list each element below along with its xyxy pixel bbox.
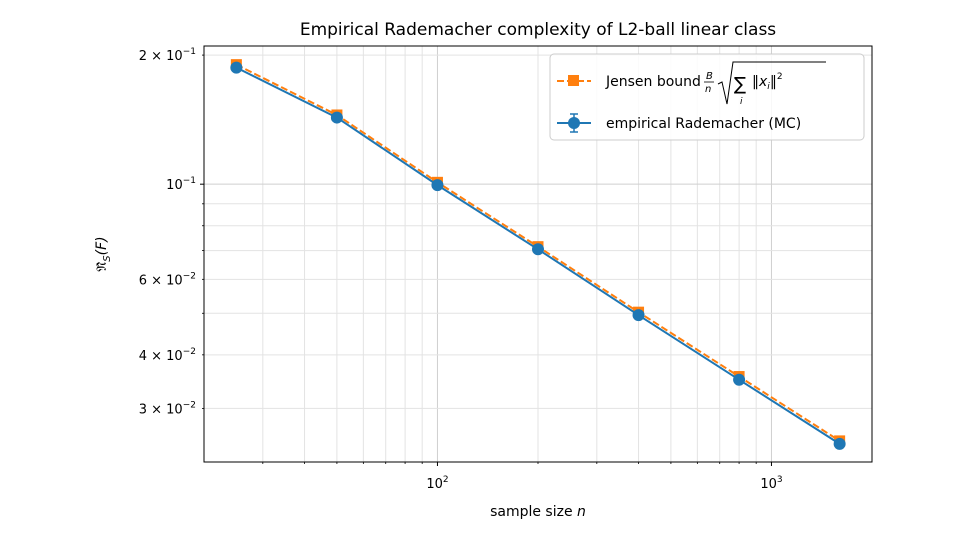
formula-sum: ∑ <box>734 74 746 95</box>
y-tick-label: 10−1 <box>166 176 196 193</box>
legend: Jensen bound B n ∑ i ‖xi‖2 empirical Rad… <box>549 53 865 141</box>
x-tick-exp: 2 <box>443 475 449 485</box>
empirical-point <box>532 243 544 256</box>
y-axis-label-tail: (F) <box>94 236 110 255</box>
chart-title: Empirical Rademacher complexity of L2-ba… <box>300 20 776 40</box>
x-tick-labels: 102 103 <box>426 475 782 492</box>
y-tick-exp: −2 <box>183 271 196 281</box>
y-tick-label: 4 × 10−2 <box>139 347 196 364</box>
y-tick-mantissa: 4 × 10 <box>139 349 183 364</box>
y-tick-label: 2 × 10−1 <box>139 47 196 64</box>
formula-n: n <box>705 84 711 95</box>
y-tick-label: 6 × 10−2 <box>139 271 196 288</box>
plot-frame <box>203 45 873 463</box>
legend-box <box>549 53 865 141</box>
x-tick-base: 10 <box>760 477 777 492</box>
empirical-point <box>733 373 746 386</box>
y-axis-label: 𝔑̂S(F) <box>94 236 113 271</box>
x-axis-label-var: n <box>577 504 586 520</box>
y-tick-mantissa: 6 × 10 <box>139 273 183 288</box>
formula-sqrt-icon <box>717 61 826 105</box>
y-tick-mantissa: 3 × 10 <box>139 402 183 417</box>
y-tick-mantissa: 2 × 10 <box>139 49 183 64</box>
y-axis-label-main: 𝔑̂ <box>94 262 110 272</box>
formula-B: B <box>706 71 713 82</box>
y-tick-exp: −1 <box>183 176 196 186</box>
legend-jensen-formula: B n ∑ i ‖xi‖2 <box>704 61 826 107</box>
legend-jensen-marker <box>568 75 579 86</box>
x-tick-label: 102 <box>426 475 448 492</box>
y-tick-mantissa: 10 <box>166 178 183 193</box>
x-tick-label: 103 <box>760 475 782 492</box>
x-axis-label-prefix: sample size <box>490 504 577 520</box>
series-lines <box>230 59 846 450</box>
x-tick-exp: 3 <box>777 475 783 485</box>
x-tick-base: 10 <box>426 477 443 492</box>
legend-jensen-label: Jensen bound <box>605 74 701 90</box>
formula-norm: ‖xi‖2 <box>752 72 783 92</box>
y-tick-exp: −1 <box>183 47 196 57</box>
empirical-point <box>833 437 846 450</box>
formula-sum-index: i <box>740 97 743 107</box>
empirical-point <box>330 111 343 124</box>
empirical-point <box>230 61 243 74</box>
legend-empirical-label: empirical Rademacher (MC) <box>606 116 801 132</box>
legend-empirical-marker <box>568 117 580 129</box>
empirical-point <box>431 179 444 192</box>
y-tick-exp: −2 <box>183 400 196 410</box>
y-tick-exp: −2 <box>183 347 196 357</box>
y-tick-label: 3 × 10−2 <box>139 400 196 417</box>
x-axis-label: sample size n <box>490 504 586 520</box>
y-tick-labels: 2 × 10−110−16 × 10−24 × 10−23 × 10−2 <box>139 47 196 417</box>
y-axis-label-sub: S <box>102 255 113 262</box>
empirical-point <box>632 309 645 322</box>
